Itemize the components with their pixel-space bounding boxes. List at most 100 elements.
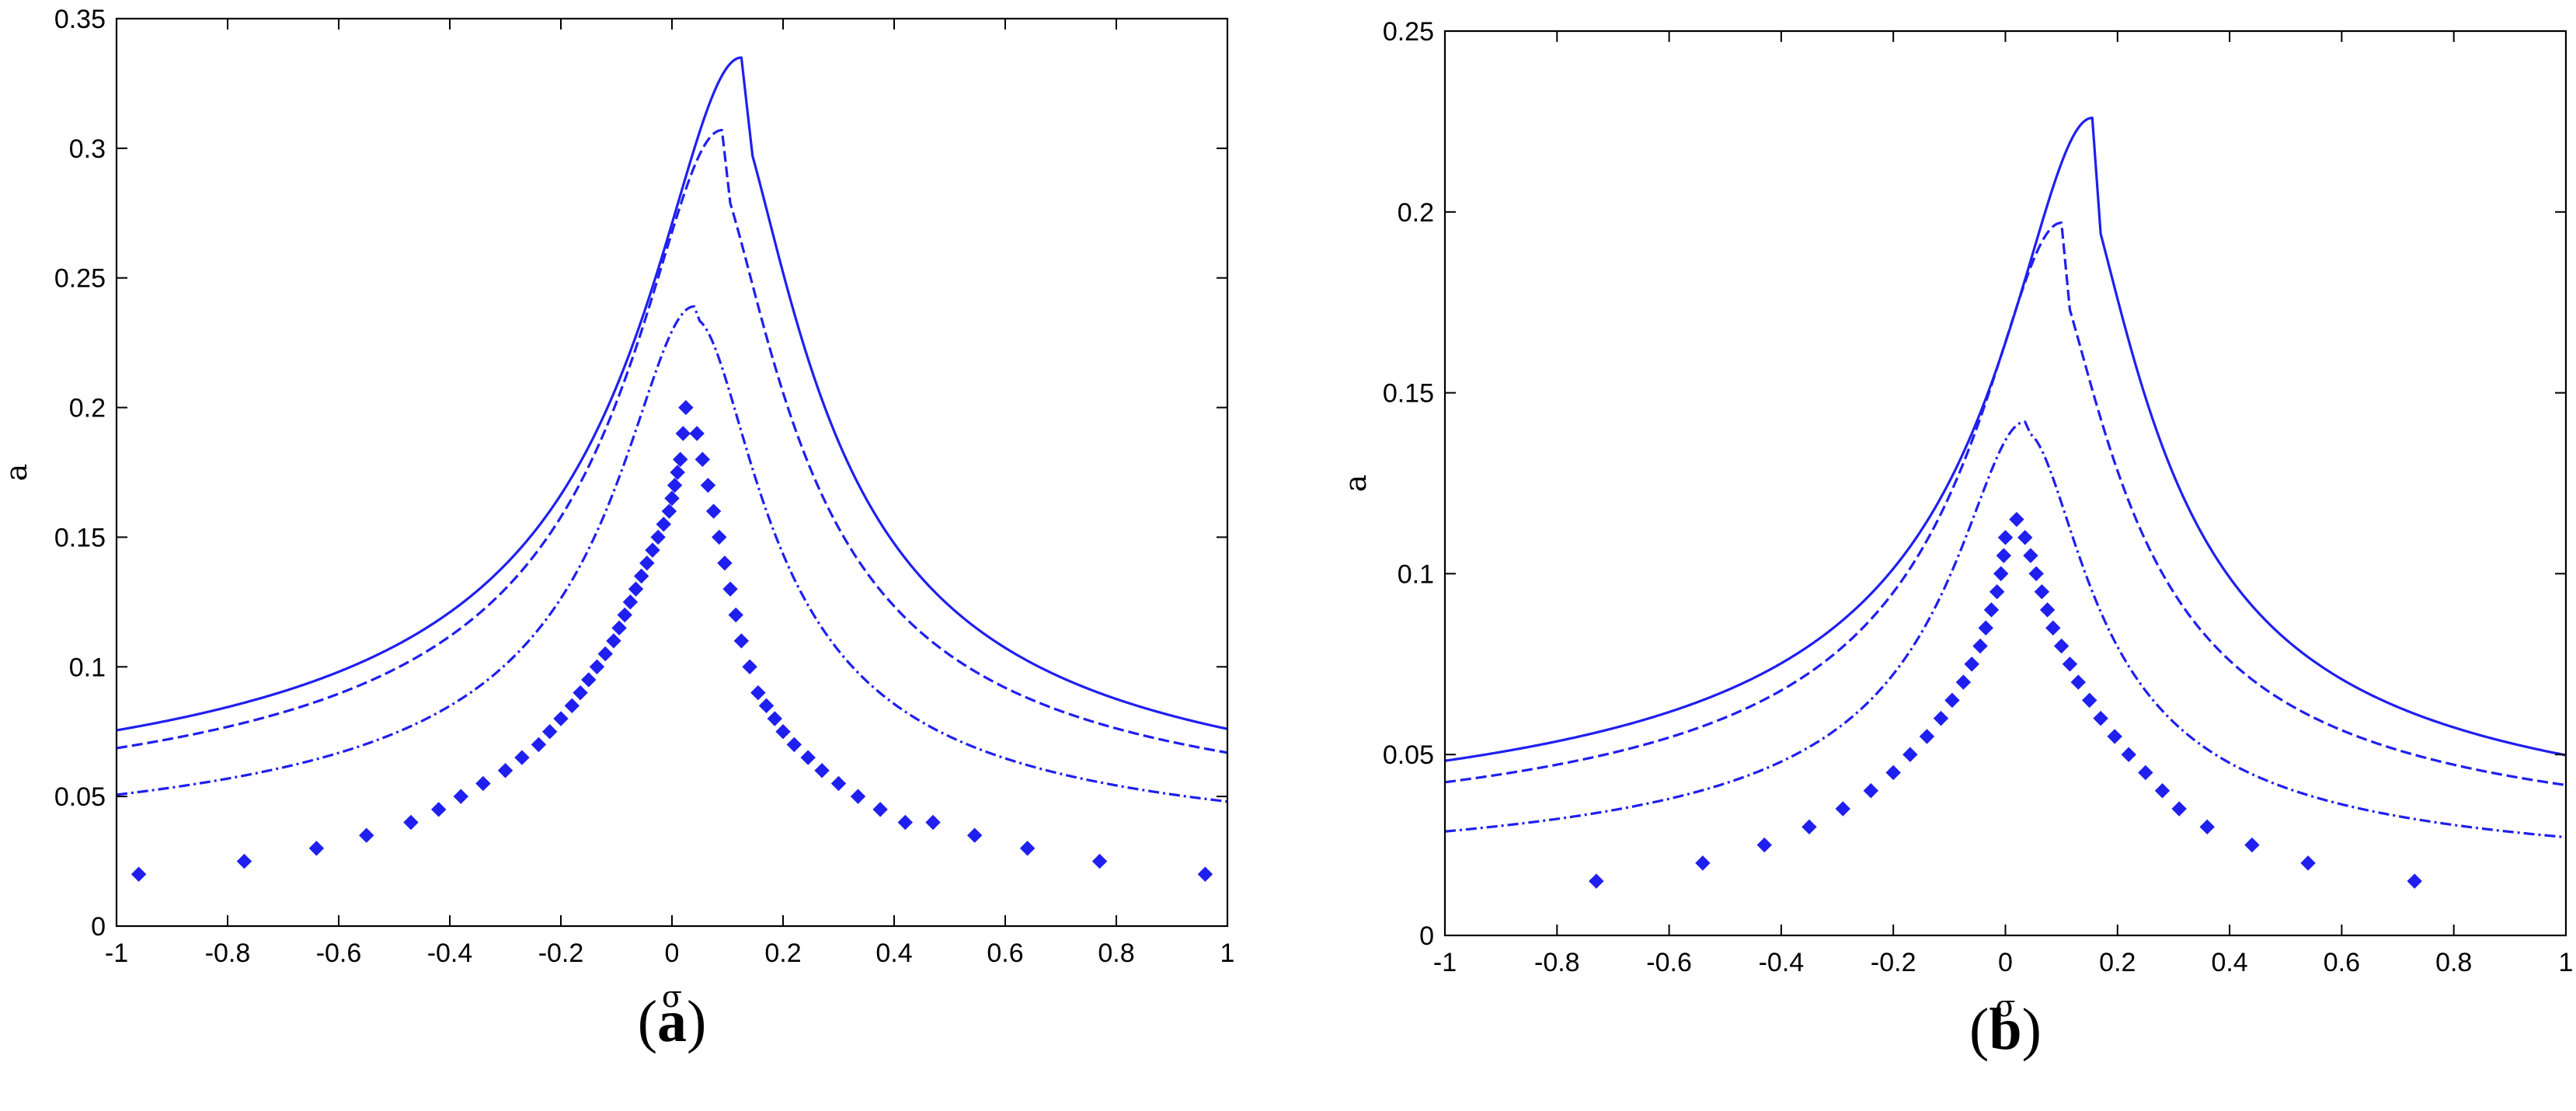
- x-tick-label: 0.4: [2211, 948, 2247, 977]
- x-tick-label: -0.8: [1534, 948, 1580, 977]
- data-point: [2082, 692, 2097, 709]
- y-tick-label: 0.05: [1383, 740, 1434, 770]
- data-point: [475, 775, 491, 792]
- data-point: [750, 684, 766, 701]
- data-point: [925, 814, 941, 831]
- data-point: [2300, 855, 2316, 871]
- x-axis-label: σ: [1996, 989, 2016, 1023]
- data-point: [1989, 583, 2005, 600]
- data-point: [667, 477, 683, 493]
- x-tick-label: 0.2: [764, 939, 801, 968]
- y-tick-label: 0.25: [54, 264, 106, 294]
- data-point: [814, 763, 830, 778]
- data-point: [2244, 837, 2260, 853]
- data-point: [2070, 674, 2086, 690]
- series-line-dashed: [117, 128, 1227, 754]
- data-point: [1902, 747, 1918, 762]
- data-point: [639, 556, 655, 571]
- data-point: [689, 426, 705, 441]
- data-point: [661, 503, 677, 519]
- y-tick-label: 0.1: [1398, 559, 1434, 589]
- data-point: [1955, 674, 1972, 690]
- data-point: [597, 646, 613, 662]
- data-point: [712, 529, 727, 545]
- data-point: [514, 750, 530, 765]
- data-point: [2121, 747, 2136, 762]
- data-point: [2039, 602, 2056, 618]
- x-tick-label: -1: [1433, 948, 1457, 977]
- data-point: [2034, 583, 2050, 600]
- data-point: [581, 672, 597, 688]
- panel-label: (a): [638, 989, 707, 1054]
- x-tick-label: -0.4: [427, 939, 473, 968]
- data-point: [131, 866, 147, 882]
- y-axis-label: a: [0, 464, 33, 482]
- x-tick-label: 0.2: [2099, 948, 2136, 977]
- data-point: [1996, 548, 2012, 563]
- series-line-dashed: [1445, 221, 2566, 787]
- data-point: [531, 737, 547, 753]
- data-point: [622, 594, 639, 610]
- data-point: [786, 737, 802, 753]
- y-tick-label: 0: [91, 912, 106, 942]
- data-point: [678, 399, 694, 416]
- data-point: [2023, 548, 2038, 563]
- data-point: [2017, 530, 2033, 545]
- series-markers: [131, 399, 1213, 882]
- x-tick-label: 0.8: [2435, 948, 2472, 977]
- data-point: [850, 789, 866, 804]
- data-point: [2053, 638, 2070, 654]
- data-point: [670, 465, 685, 480]
- data-point: [1835, 801, 1850, 817]
- x-tick-label: -1: [105, 939, 128, 968]
- data-point: [573, 684, 588, 701]
- data-point: [453, 789, 469, 804]
- data-point: [2045, 620, 2061, 636]
- chart-panel-a: -1 -0.8 -0.6 -0.4 -0.2 0 0.2 0.4 0.6 0.8 1 0 0.05 0.1…: [0, 5, 1234, 1054]
- data-point: [742, 659, 757, 674]
- data-point: [359, 827, 374, 843]
- x-tick-label: -0.4: [1759, 948, 1805, 977]
- data-point: [497, 763, 513, 778]
- data-point: [694, 451, 711, 468]
- data-point: [1695, 855, 1711, 871]
- data-point: [2009, 511, 2024, 528]
- data-point: [541, 724, 558, 740]
- data-point: [617, 607, 632, 623]
- y-axis-label: a: [1338, 475, 1373, 493]
- data-point: [589, 659, 605, 674]
- data-point: [717, 556, 733, 571]
- plot-area-a: [117, 56, 1227, 882]
- data-point: [645, 542, 660, 558]
- y-tick-label: 0.3: [69, 134, 106, 164]
- y-tick-label: 0.2: [69, 394, 106, 423]
- data-point: [897, 814, 914, 831]
- data-point: [403, 814, 419, 831]
- data-point: [1933, 710, 1949, 726]
- data-point: [2093, 710, 2108, 726]
- panel-label: (b): [1969, 997, 2042, 1062]
- data-point: [553, 711, 569, 726]
- x-tick-label: 1: [1220, 939, 1235, 968]
- data-point: [656, 517, 671, 532]
- series-line-dashdot: [1445, 420, 2566, 839]
- data-point: [2028, 566, 2044, 582]
- data-point: [628, 581, 644, 597]
- data-point: [1589, 873, 1604, 889]
- x-tick-label: -0.2: [1871, 948, 1916, 977]
- data-point: [1972, 638, 1988, 654]
- data-point: [1091, 853, 1108, 869]
- data-point: [1978, 620, 1993, 636]
- data-point: [966, 827, 983, 843]
- data-point: [1944, 692, 1960, 709]
- data-point: [1756, 837, 1772, 853]
- x-tick-label: -0.8: [205, 939, 251, 968]
- x-tick-label: -0.2: [538, 939, 584, 968]
- data-point: [1997, 530, 2014, 545]
- data-point: [1019, 841, 1036, 856]
- data-point: [800, 750, 816, 765]
- y-tick-label: 0.1: [69, 653, 106, 682]
- x-tick-label: -0.6: [1646, 948, 1692, 977]
- y-tick-label: 0.25: [1383, 17, 1434, 47]
- y-tick-label: 0: [1419, 921, 1434, 951]
